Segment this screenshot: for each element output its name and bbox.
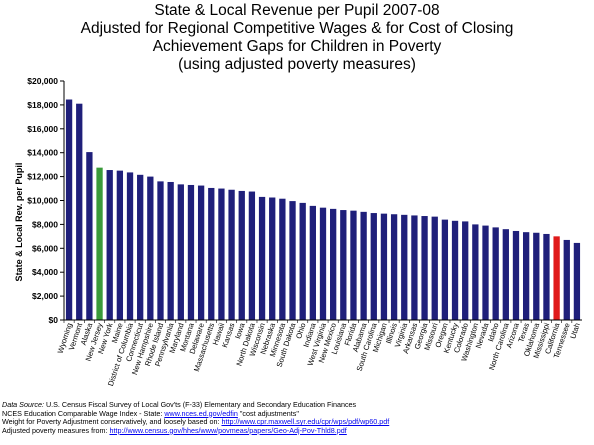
bar <box>248 191 256 320</box>
chart-title-line: State & Local Revenue per Pupil 2007-08 <box>154 2 440 19</box>
bar <box>279 198 286 320</box>
bar <box>147 176 154 320</box>
y-axis: $0 $2,000 $4,000 $6,000 $8,000 $10,000 $12,000… <box>27 76 65 325</box>
bar <box>390 214 398 320</box>
bar <box>299 202 306 320</box>
bar <box>177 184 184 320</box>
footer-nces-text: NCES Education Comparable Wage Index - S… <box>2 408 165 418</box>
y-tick-label: $12,000 <box>27 172 58 182</box>
bar <box>370 213 377 320</box>
bar <box>421 216 428 320</box>
bar <box>238 190 245 320</box>
chart-subtitle-line: (using adjusted poverty measures) <box>178 56 416 73</box>
bar <box>350 210 357 320</box>
bar <box>462 221 469 320</box>
bar <box>502 229 509 320</box>
bar <box>340 210 347 320</box>
bar <box>289 201 296 320</box>
bar <box>106 170 113 320</box>
y-tick-label: $10,000 <box>27 196 58 206</box>
bar <box>330 208 337 320</box>
bar <box>553 236 560 320</box>
bar <box>360 211 367 320</box>
bar <box>309 205 316 320</box>
footer-poverty-line: Adjusted poverty measures from: http://w… <box>2 425 592 436</box>
bar-chart: $0 $2,000 $4,000 $6,000 $8,000 $10,000 $12,000… <box>14 76 582 387</box>
footer-nces-line: NCES Education Comparable Wage Index - S… <box>2 408 592 419</box>
bars <box>65 99 581 321</box>
bar <box>492 227 499 320</box>
footer-nces-link[interactable]: www.nces.ed.gov/edfin <box>164 408 238 418</box>
bar <box>269 197 276 320</box>
bar <box>116 170 124 321</box>
bar <box>441 219 449 320</box>
bar <box>319 207 327 320</box>
bar <box>522 232 530 320</box>
footer-nces-suffix: "cost adjustments" <box>237 408 299 418</box>
chart-title: State & Local Revenue per Pupil 2007-08 … <box>0 2 594 74</box>
footer-weight-text: Weight for Poverty Adjustment conservati… <box>2 417 222 427</box>
chart-subtitle-line: Adjusted for Regional Competitive Wages … <box>80 20 514 37</box>
bar <box>401 214 408 320</box>
bar <box>533 232 540 320</box>
footer-poverty-text: Adjusted poverty measures from: <box>2 425 110 435</box>
bar <box>126 172 134 320</box>
bar <box>258 196 266 320</box>
y-tick-label: $6,000 <box>32 243 58 253</box>
bar <box>187 184 195 320</box>
bar <box>512 230 520 320</box>
bar <box>573 242 581 320</box>
chart-subtitle-line: Achievement Gaps for Children in Poverty <box>152 38 442 55</box>
bar <box>76 103 83 320</box>
y-tick-label: $20,000 <box>27 76 58 86</box>
y-tick-label: $16,000 <box>27 124 58 134</box>
y-axis-label: State & Local Rev. per Pupil <box>14 163 24 282</box>
bar <box>218 188 225 320</box>
bar <box>472 224 479 320</box>
bar <box>380 213 388 320</box>
bar <box>431 216 438 320</box>
footer-source-label: Data Source: <box>2 400 44 409</box>
bar <box>65 99 73 321</box>
bar <box>208 187 215 320</box>
bar <box>228 189 235 320</box>
y-tick-label: $14,000 <box>27 148 58 158</box>
bar <box>167 181 174 320</box>
footer-source-text: U.S. Census Fiscal Survey of Local Gov't… <box>43 400 357 409</box>
footer-weight-line: Weight for Poverty Adjustment conservati… <box>2 417 592 427</box>
bar <box>197 185 205 320</box>
footer-weight-link[interactable]: http://www.cpr.maxwell.syr.edu/cpr/wps/p… <box>221 417 390 427</box>
bar <box>543 233 550 320</box>
bar <box>137 174 144 320</box>
y-tick-label: $8,000 <box>32 219 58 229</box>
bar <box>411 215 418 320</box>
chart-footer: Data Source: U.S. Census Fiscal Survey o… <box>2 400 592 436</box>
bar <box>563 239 570 320</box>
y-tick-label: $2,000 <box>32 291 58 301</box>
footer-source-line: Data Source: U.S. Census Fiscal Survey o… <box>2 400 592 410</box>
y-tick-label: $0 <box>49 315 59 325</box>
y-tick-label: $18,000 <box>27 100 58 110</box>
bar <box>86 152 93 320</box>
bar <box>482 225 489 320</box>
footer-poverty-link[interactable]: http://www.census.gov/hhes/www/povmeas/p… <box>109 425 347 435</box>
bar <box>451 220 459 320</box>
bar <box>157 181 164 320</box>
bar <box>96 167 103 320</box>
y-tick-label: $4,000 <box>32 267 58 277</box>
